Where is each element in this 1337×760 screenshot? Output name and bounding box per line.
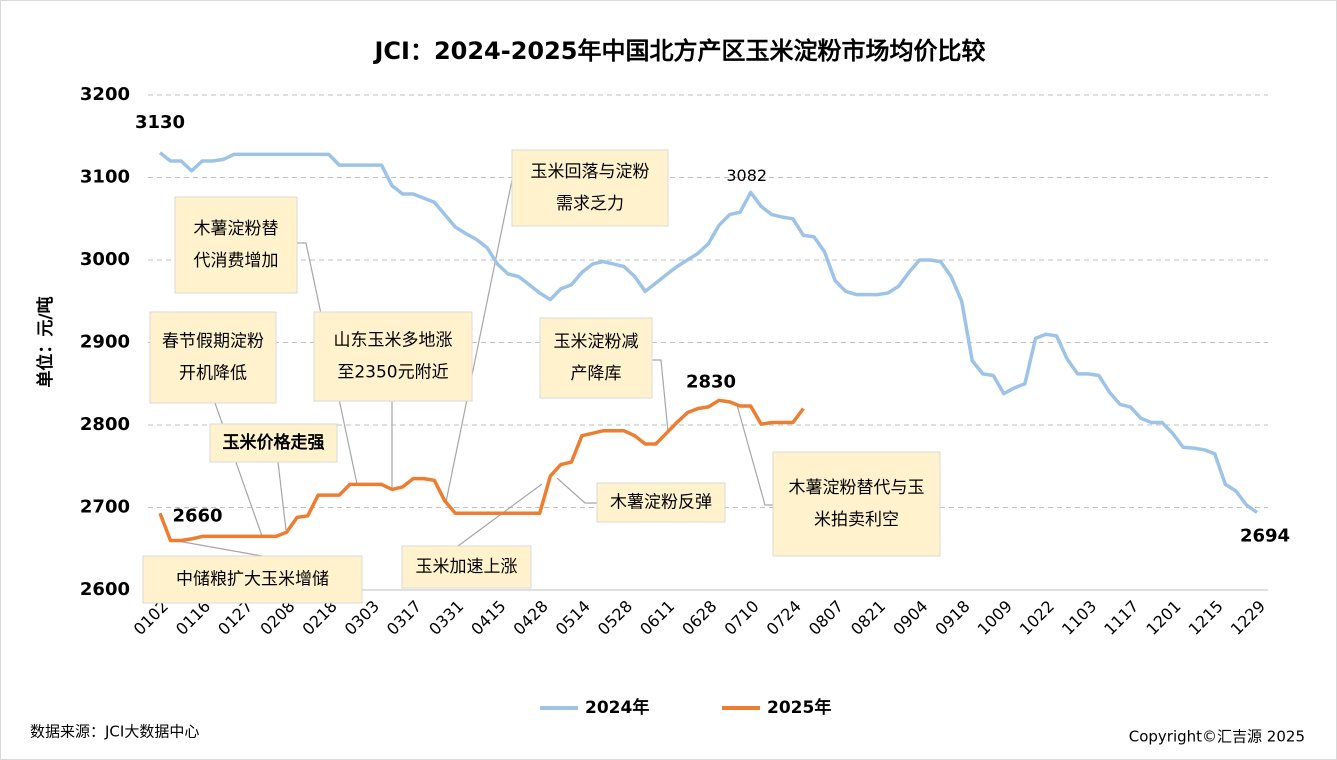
annotation-text: 米拍卖利空: [814, 510, 899, 530]
annotation-text: 木薯淀粉反弹: [610, 493, 712, 513]
annotation-text: 玉米加速上涨: [416, 557, 518, 577]
annotation-text: 代消费增加: [194, 251, 279, 271]
annotation-text: 中储粮扩大玉米增储: [176, 570, 329, 590]
annotation-leader: [277, 461, 287, 531]
annotation-box: [209, 423, 338, 463]
y-tick-label: 2900: [80, 332, 130, 353]
annotation-box: [142, 555, 363, 604]
annotation-leader: [652, 359, 669, 433]
annotation-text: 春节假期淀粉: [162, 332, 264, 352]
source-note: 数据来源：JCI大数据中心: [30, 723, 199, 741]
chart-title: JCI：2024-2025年中国北方产区玉米淀粉市场均价比较: [372, 37, 985, 65]
annotation-box: [511, 149, 669, 227]
annotation-leader: [171, 539, 263, 557]
annotation-leader: [556, 477, 597, 504]
annotation-box: [401, 545, 532, 589]
annotation-box: [539, 317, 653, 399]
annotation-text: 需求乏力: [556, 194, 624, 214]
data-label: 2660: [172, 506, 222, 527]
annotation-box: [596, 482, 726, 523]
annotation-box: [174, 196, 298, 294]
annotation-leader: [445, 179, 513, 503]
y-tick-label: 3000: [80, 249, 130, 270]
annotation-text: 玉米价格走强: [223, 432, 325, 453]
data-label: 2830: [686, 371, 736, 392]
y-tick-label: 3200: [80, 84, 130, 105]
y-tick-label: 2600: [80, 579, 130, 600]
series-line: [158, 398, 805, 543]
annotation-text: 产降库: [571, 364, 622, 384]
data-label: 3082: [726, 166, 767, 185]
copyright: Copyright©汇吉源 2025: [1129, 728, 1305, 746]
y-tick-label: 2700: [80, 497, 130, 518]
legend-label: 2024年: [585, 697, 649, 718]
annotation-box: [772, 451, 941, 557]
annotation-text: 玉米回落与淀粉: [531, 162, 650, 182]
series-line: [158, 151, 1259, 514]
data-label: 2694: [1240, 525, 1290, 546]
legend-label: 2025年: [767, 697, 831, 718]
annotation-box: [149, 311, 277, 404]
annotation-text: 山东玉米多地涨: [334, 331, 453, 351]
y-axis-label: 单位：元/吨: [35, 296, 56, 387]
annotation-text: 至2350元附近: [337, 363, 448, 383]
annotation-text: 木薯淀粉替代与玉: [789, 478, 925, 498]
annotation-text: 开机降低: [179, 364, 247, 384]
y-tick-label: 2800: [80, 414, 130, 435]
annotation-box: [313, 311, 473, 402]
annotation-leader: [736, 404, 773, 506]
data-label: 3130: [135, 112, 185, 133]
annotation-text: 玉米淀粉减: [554, 332, 639, 352]
annotation-leader: [297, 242, 358, 485]
annotation-text: 木薯淀粉替: [194, 219, 279, 239]
y-tick-label: 3100: [80, 167, 130, 188]
